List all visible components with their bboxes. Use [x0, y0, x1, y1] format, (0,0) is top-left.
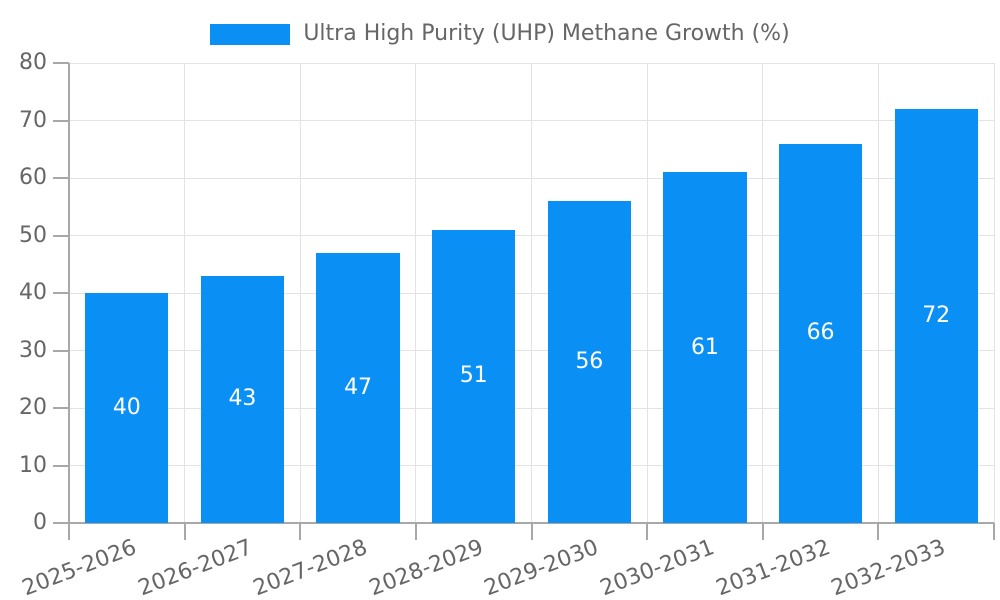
y-axis-tick-label: 70	[19, 107, 47, 133]
x-tick-mark	[646, 523, 649, 540]
y-tick-mark	[53, 119, 69, 122]
x-gridline	[993, 63, 995, 523]
y-tick-mark	[53, 349, 69, 352]
bar-2029-2030	[547, 201, 631, 523]
x-axis-category-label: 2031-2032	[712, 535, 834, 600]
x-axis-category-label: 2030-2031	[596, 535, 718, 600]
x-gridline	[762, 63, 764, 523]
x-axis-category-label: 2028-2029	[365, 535, 487, 600]
bar-2025-2026	[85, 293, 169, 523]
x-tick-mark	[530, 523, 533, 540]
y-axis-tick-label: 40	[19, 280, 47, 305]
x-gridline	[531, 63, 532, 523]
y-tick-mark	[53, 177, 69, 179]
y-axis-tick-label: 60	[19, 165, 47, 190]
bar-value-label: 56	[575, 349, 604, 374]
bar-2031-2032	[778, 143, 863, 523]
x-axis-category-label: 2032-2033	[828, 535, 950, 600]
y-tick-mark	[53, 62, 69, 64]
bar-2028-2029	[432, 229, 516, 523]
x-tick-mark	[299, 523, 302, 540]
y-tick-mark	[53, 464, 69, 467]
x-axis-category-label: 2027-2028	[250, 535, 372, 600]
x-tick-mark	[877, 523, 880, 540]
y-axis-tick-label: 30	[19, 337, 47, 363]
x-tick-mark	[993, 523, 995, 540]
x-tick-mark	[183, 523, 186, 540]
bar-value-label: 66	[806, 320, 835, 346]
x-axis-category-label: 2026-2027	[134, 535, 256, 600]
bar-2032-2033	[894, 109, 978, 523]
legend[interactable]: Ultra High Purity (UHP) Methane Growth (…	[0, 21, 1000, 47]
y-axis-line	[68, 63, 70, 540]
y-tick-mark	[53, 407, 69, 409]
bar-value-label: 72	[922, 303, 951, 328]
x-axis-category-label: 2029-2030	[481, 535, 603, 600]
x-axis-category-label: 2025-2026	[18, 535, 140, 600]
bar-2030-2031	[663, 172, 747, 523]
y-tick-mark	[53, 234, 69, 237]
x-tick-mark	[414, 523, 417, 540]
x-gridline	[877, 63, 879, 523]
y-axis-tick-label: 0	[33, 510, 47, 535]
legend-swatch	[210, 23, 291, 45]
x-gridline	[299, 63, 301, 523]
y-axis-tick-label: 10	[19, 452, 47, 478]
x-tick-mark	[761, 523, 764, 540]
x-axis-line	[53, 522, 994, 524]
legend-label: Ultra High Purity (UHP) Methane Growth (…	[303, 21, 790, 46]
bar-value-label: 61	[690, 334, 719, 360]
y-axis-tick-label: 20	[19, 395, 47, 420]
x-gridline	[415, 63, 417, 523]
bar-value-label: 47	[344, 374, 373, 400]
bar-2027-2028	[316, 252, 400, 523]
bar-value-label: 51	[459, 363, 488, 389]
bar-value-label: 40	[112, 395, 141, 420]
y-axis-tick-label: 50	[19, 222, 47, 248]
bar-value-label: 43	[228, 386, 257, 412]
x-gridline	[184, 63, 186, 523]
y-tick-mark	[53, 292, 69, 294]
x-gridline	[646, 63, 648, 523]
bar-2026-2027	[200, 275, 285, 523]
y-axis-tick-label: 80	[19, 50, 47, 75]
